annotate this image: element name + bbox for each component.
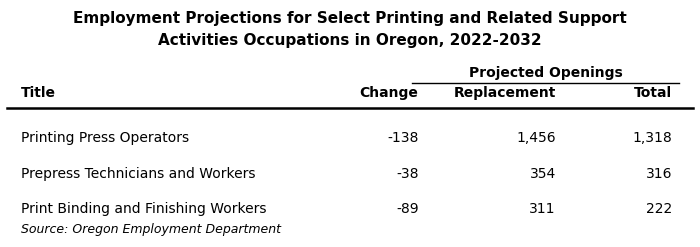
Text: 316: 316 [646, 166, 673, 181]
Text: 1,456: 1,456 [516, 131, 556, 145]
Text: -38: -38 [396, 166, 419, 181]
Text: Activities Occupations in Oregon, 2022-2032: Activities Occupations in Oregon, 2022-2… [158, 33, 542, 48]
Text: 1,318: 1,318 [633, 131, 673, 145]
Text: Prepress Technicians and Workers: Prepress Technicians and Workers [21, 166, 255, 181]
Text: Title: Title [21, 86, 56, 100]
Text: 354: 354 [529, 166, 556, 181]
Text: -89: -89 [396, 202, 419, 216]
Text: Printing Press Operators: Printing Press Operators [21, 131, 189, 145]
Text: Replacement: Replacement [454, 86, 556, 100]
Text: -138: -138 [387, 131, 419, 145]
Text: Change: Change [360, 86, 419, 100]
Text: Print Binding and Finishing Workers: Print Binding and Finishing Workers [21, 202, 266, 216]
Text: Projected Openings: Projected Openings [468, 65, 622, 80]
Text: Total: Total [634, 86, 673, 100]
Text: 311: 311 [529, 202, 556, 216]
Text: Employment Projections for Select Printing and Related Support: Employment Projections for Select Printi… [73, 11, 627, 26]
Text: Source: Oregon Employment Department: Source: Oregon Employment Department [21, 223, 281, 236]
Text: 222: 222 [646, 202, 673, 216]
